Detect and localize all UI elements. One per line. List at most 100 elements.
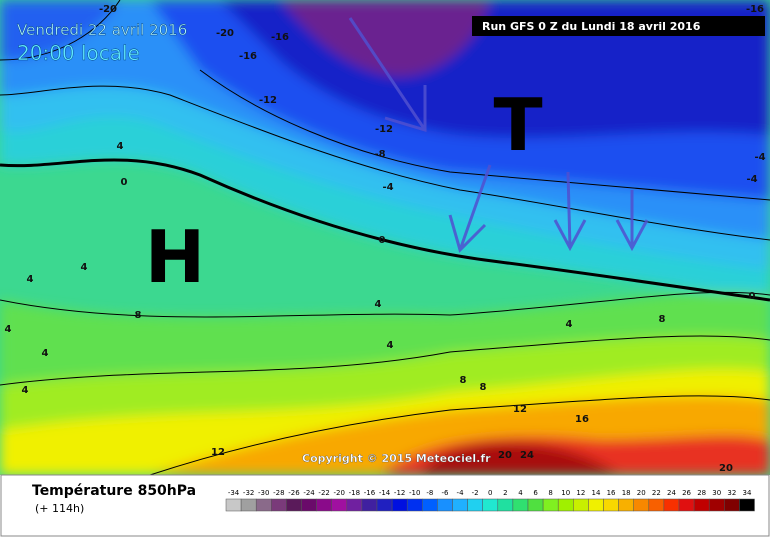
scale-swatch: [573, 498, 589, 512]
contour-label: 4: [22, 385, 29, 396]
scale-swatch: [271, 498, 287, 512]
scale-label: -10: [409, 489, 420, 497]
contour-label: 4: [387, 340, 394, 351]
scale-label: 26: [682, 489, 691, 497]
scale-label: -26: [288, 489, 300, 497]
scale-swatch: [618, 498, 634, 512]
contour-label: 4: [375, 299, 382, 310]
contour-label: -16: [239, 51, 257, 62]
contour-label: -4: [746, 174, 757, 185]
scale-swatch: [422, 498, 438, 512]
scale-swatch: [346, 498, 363, 512]
scale-label: 24: [667, 489, 676, 497]
contour-label: -12: [375, 124, 393, 135]
scale-label: -16: [364, 489, 376, 497]
scale-swatch: [557, 498, 574, 512]
contour-label: 4: [27, 274, 34, 285]
scale-swatch: [693, 498, 710, 512]
scale-swatch: [603, 498, 619, 512]
scale-label: 18: [622, 489, 631, 497]
scale-swatch: [708, 498, 725, 512]
scale-swatch: [724, 498, 740, 512]
scale-label: -34: [228, 489, 240, 497]
scale-swatch: [482, 498, 499, 512]
low-pressure: T: [493, 83, 542, 167]
contour-label: 16: [575, 414, 589, 425]
scale-label: 22: [652, 489, 661, 497]
contour-label: -16: [271, 32, 289, 43]
scale-label: -2: [472, 489, 479, 497]
scale-label: 4: [518, 489, 523, 497]
scale-label: -12: [394, 489, 405, 497]
contour-label: 12: [513, 404, 527, 415]
scale-swatch: [527, 498, 544, 512]
scale-label: 16: [607, 489, 616, 497]
contour-labels: -20 -20 -16 -16 -16 -12 -12 -8 -4 0 4 0 4 4 4 4 4 8 4 4 8 8 4 8…: [5, 4, 766, 474]
scale-swatch: [648, 498, 665, 512]
legend-title: Température 850hPa: [32, 483, 196, 499]
scale-swatch: [437, 498, 453, 512]
contour-label: -8: [374, 149, 385, 160]
contour-label: 4: [81, 262, 88, 273]
scale-label: 6: [533, 489, 538, 497]
scale-label: -30: [258, 489, 269, 497]
contour-label: -12: [259, 95, 277, 106]
flow-arrows: [348, 17, 649, 253]
contour-label: 4: [5, 324, 12, 335]
scale-label: -20: [334, 489, 345, 497]
scale-label: -28: [273, 489, 284, 497]
contour-label: -20: [216, 28, 234, 39]
contour-label: 0: [749, 291, 756, 302]
scale-label: -22: [318, 489, 329, 497]
scale-label: 14: [591, 489, 600, 497]
contour-label: -16: [746, 4, 764, 15]
scale-swatch: [361, 498, 378, 512]
scale-label: 0: [488, 489, 492, 497]
scale-swatch: [542, 498, 559, 512]
lead-time: (+ 114h): [35, 502, 84, 515]
scale-swatch: [467, 498, 483, 512]
contour-label: -4: [754, 152, 765, 163]
contour-label: 20: [498, 450, 512, 461]
scale-swatch: [633, 498, 650, 512]
color-scale: -34 -32 -30 -28 -26 -24 -22 -20 -18 -16 -14 -12 -10-…: [225, 489, 755, 512]
scale-label: -4: [457, 489, 465, 497]
scale-swatch: [286, 498, 302, 512]
scale-label: 34: [742, 489, 751, 497]
scale-swatch: [406, 498, 423, 512]
contour-label: 4: [117, 141, 124, 152]
scale-label: 12: [576, 489, 585, 497]
run-box: [472, 16, 765, 36]
contour-label: 4: [566, 319, 573, 330]
contour-label: 4: [42, 348, 49, 359]
map-date: Vendredi 22 avril 2016: [17, 21, 187, 39]
scale-label: 8: [548, 489, 552, 497]
scale-label: -6: [441, 489, 449, 497]
scale-label: 32: [727, 489, 736, 497]
scale-label: -14: [379, 489, 391, 497]
copyright: Copyright © 2015 Meteociel.fr: [302, 452, 491, 465]
scale-swatch: [663, 498, 680, 512]
scale-swatch: [331, 498, 348, 512]
scale-label: 10: [561, 489, 570, 497]
scale-swatch: [497, 498, 514, 512]
scale-swatch: [391, 498, 408, 512]
scale-swatch: [512, 498, 529, 512]
scale-label: 28: [697, 489, 706, 497]
scale-swatch: [316, 498, 332, 512]
contour-label: -4: [382, 182, 393, 193]
run-info: Run GFS 0 Z du Lundi 18 avril 2016: [482, 20, 701, 33]
contour-label: 0: [121, 177, 128, 188]
scale-swatch: [588, 498, 604, 512]
contour-label: 0: [379, 235, 386, 246]
scale-label: 2: [503, 489, 507, 497]
scale-label: -32: [243, 489, 254, 497]
contour-label: 8: [135, 310, 142, 321]
scale-swatch: [376, 498, 393, 512]
scale-label: 30: [712, 489, 721, 497]
scale-swatch: [452, 498, 468, 512]
scale-label: -8: [426, 489, 433, 497]
map-field: [0, 0, 770, 475]
contour-label: 24: [520, 450, 534, 461]
